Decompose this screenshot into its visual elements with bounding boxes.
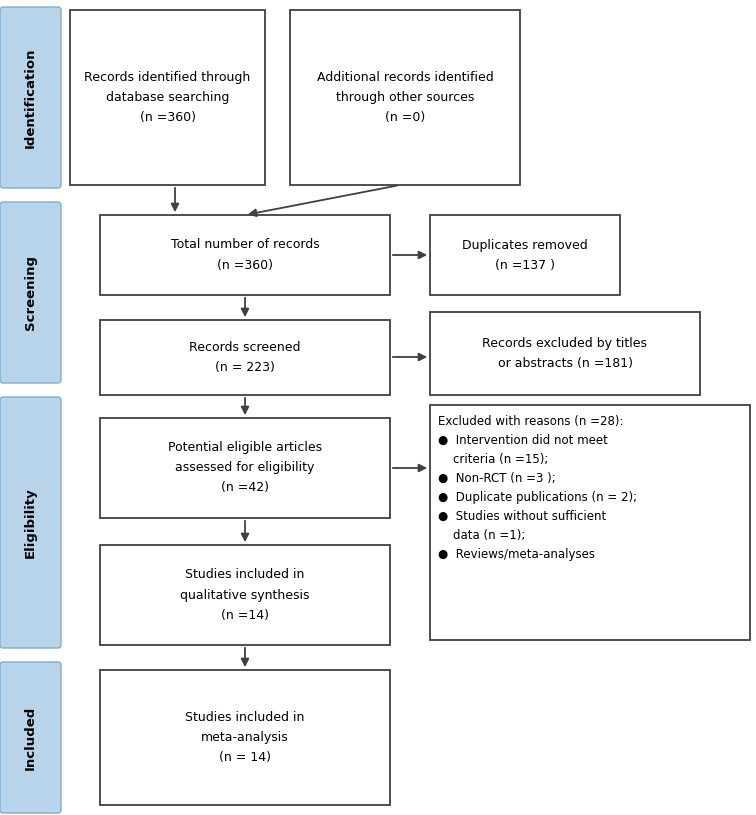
- FancyBboxPatch shape: [100, 418, 390, 518]
- FancyBboxPatch shape: [0, 7, 61, 188]
- FancyBboxPatch shape: [290, 10, 520, 185]
- FancyBboxPatch shape: [100, 215, 390, 295]
- FancyBboxPatch shape: [430, 312, 700, 395]
- FancyBboxPatch shape: [0, 662, 61, 813]
- Text: Additional records identified
through other sources
(n =0): Additional records identified through ot…: [317, 71, 494, 124]
- FancyBboxPatch shape: [100, 545, 390, 645]
- Text: Total number of records
(n =360): Total number of records (n =360): [171, 239, 319, 271]
- Text: Duplicates removed
(n =137 ): Duplicates removed (n =137 ): [462, 239, 588, 271]
- Text: Potential eligible articles
assessed for eligibility
(n =42): Potential eligible articles assessed for…: [168, 442, 322, 495]
- Text: Studies included in
meta-analysis
(n = 14): Studies included in meta-analysis (n = 1…: [185, 711, 305, 764]
- FancyBboxPatch shape: [100, 670, 390, 805]
- FancyBboxPatch shape: [0, 397, 61, 648]
- Text: Screening: Screening: [24, 255, 37, 330]
- Text: Records identified through
database searching
(n =360): Records identified through database sear…: [85, 71, 251, 124]
- FancyBboxPatch shape: [430, 215, 620, 295]
- Text: Records excluded by titles
or abstracts (n =181): Records excluded by titles or abstracts …: [482, 337, 647, 370]
- Text: Excluded with reasons (n =28):
●  Intervention did not meet
    criteria (n =15): Excluded with reasons (n =28): ● Interve…: [438, 415, 637, 561]
- FancyBboxPatch shape: [70, 10, 265, 185]
- Text: Records screened
(n = 223): Records screened (n = 223): [189, 341, 301, 374]
- FancyBboxPatch shape: [100, 320, 390, 395]
- FancyBboxPatch shape: [0, 202, 61, 383]
- FancyBboxPatch shape: [430, 405, 750, 640]
- Text: Identification: Identification: [24, 47, 37, 148]
- Text: Included: Included: [24, 705, 37, 769]
- Text: Eligibility: Eligibility: [24, 487, 37, 558]
- Text: Studies included in
qualitative synthesis
(n =14): Studies included in qualitative synthesi…: [180, 569, 310, 622]
